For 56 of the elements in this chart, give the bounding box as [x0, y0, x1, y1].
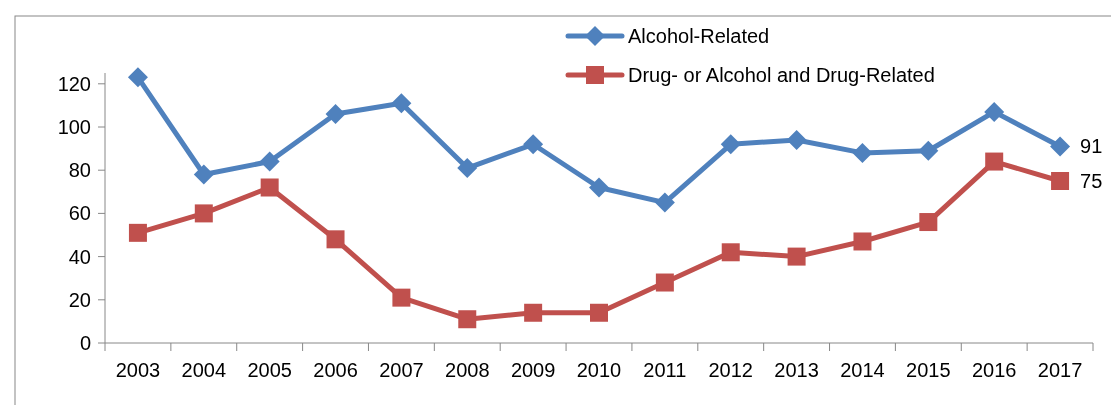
point: [524, 303, 543, 322]
point: [458, 310, 477, 329]
point: [852, 142, 873, 163]
point: [655, 273, 674, 292]
x-tick-label: 2014: [840, 359, 885, 381]
point: [919, 213, 938, 232]
point: [193, 164, 214, 185]
point: [590, 303, 608, 322]
data-label: 75: [1080, 170, 1103, 192]
y-tick-label: 40: [68, 245, 91, 268]
point: [523, 134, 544, 155]
point: [128, 223, 147, 242]
point: [985, 152, 1004, 171]
point: [326, 230, 345, 249]
point: [392, 288, 411, 307]
x-tick-label: 2017: [1037, 359, 1083, 381]
x-tick-label: 2004: [181, 359, 227, 381]
point: [325, 104, 346, 125]
x-tick-label: 2009: [510, 359, 556, 381]
point: [194, 204, 213, 223]
x-tick-label: 2005: [247, 359, 292, 381]
y-tick-label: 0: [79, 332, 91, 354]
x-tick-label: 2015: [906, 359, 951, 381]
x-tick-label: 2012: [708, 359, 753, 381]
point: [786, 129, 807, 150]
x-tick-label: 2006: [313, 359, 358, 381]
point: [720, 134, 741, 155]
x-tick-label: 2016: [971, 359, 1017, 381]
x-tick-label: 2010: [576, 359, 622, 381]
point: [721, 243, 740, 262]
point: [457, 158, 478, 179]
point: [853, 232, 872, 251]
point: [589, 177, 609, 198]
x-tick-label: 2008: [445, 359, 490, 381]
point: [654, 192, 675, 213]
point: [260, 178, 279, 197]
x-tick-label: 2013: [774, 359, 819, 381]
point: [1050, 136, 1071, 157]
y-tick-label: 60: [68, 202, 91, 225]
point: [918, 140, 939, 161]
data-label: 91: [1080, 135, 1103, 158]
y-tick-label: 80: [68, 159, 91, 182]
point: [1051, 172, 1070, 190]
legend-label: Drug- or Alcohol and Drug-Related: [628, 64, 935, 86]
y-tick-label: 100: [57, 116, 91, 138]
point: [127, 67, 148, 88]
x-tick-label: 2007: [379, 359, 424, 381]
point: [259, 151, 280, 172]
legend-label: Alcohol-Related: [628, 25, 770, 47]
point: [787, 247, 806, 266]
y-tick-label: 20: [68, 288, 91, 311]
point: [391, 93, 412, 114]
x-tick-label: 2003: [115, 359, 161, 381]
x-tick-label: 2011: [643, 359, 687, 381]
y-tick-label: 120: [57, 72, 91, 95]
point: [984, 101, 1005, 122]
